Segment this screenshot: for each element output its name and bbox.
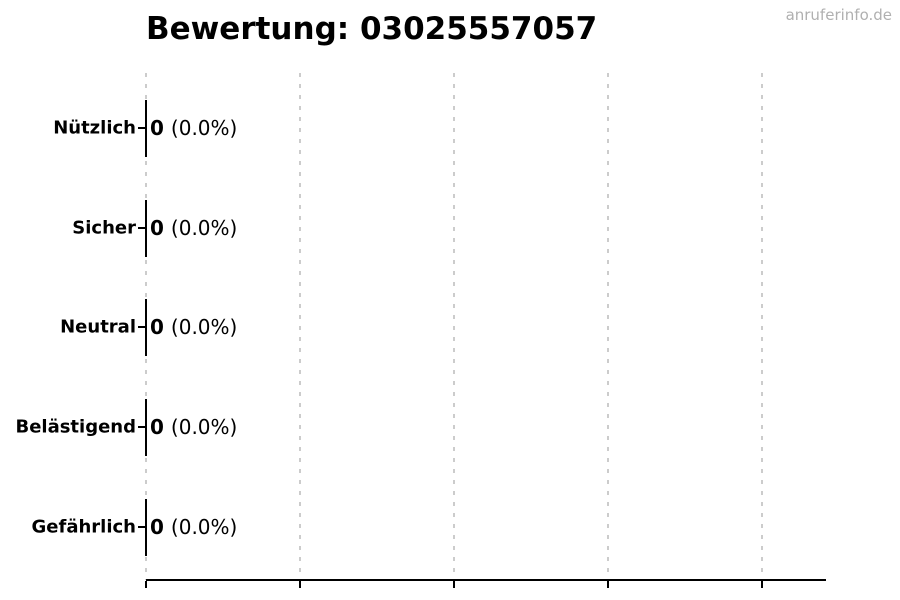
y-axis-tick: [138, 227, 145, 229]
bar: [145, 399, 147, 456]
value-percent: (0.0%): [170, 216, 238, 240]
value-percent: (0.0%): [170, 315, 238, 339]
x-axis-tick: [761, 581, 764, 588]
x-gridline: [453, 73, 456, 580]
bar: [145, 499, 147, 556]
value-count: 0: [150, 515, 164, 539]
value-percent: (0.0%): [170, 515, 238, 539]
value-count: 0: [150, 116, 164, 140]
bar-value-label: 0 (0.0%): [150, 116, 237, 140]
x-gridline: [299, 73, 302, 580]
bar-value-label: 0 (0.0%): [150, 415, 237, 439]
bar-value-label: 0 (0.0%): [150, 515, 237, 539]
bar-value-label: 0 (0.0%): [150, 315, 237, 339]
value-count: 0: [150, 415, 164, 439]
x-gridline: [607, 73, 610, 580]
x-gridline: [761, 73, 764, 580]
value-percent: (0.0%): [170, 116, 238, 140]
watermark: anruferinfo.de: [785, 6, 892, 24]
bar-value-label: 0 (0.0%): [150, 216, 237, 240]
plot-area: [145, 73, 824, 580]
bar: [145, 299, 147, 356]
category-label: Nützlich: [53, 117, 136, 139]
bar: [145, 200, 147, 257]
y-axis-tick: [138, 326, 145, 328]
x-axis-tick: [299, 581, 302, 588]
y-axis-tick: [138, 426, 145, 428]
chart-title: Bewertung: 03025557057: [146, 11, 598, 47]
bar: [145, 100, 147, 157]
value-percent: (0.0%): [170, 415, 238, 439]
y-axis-tick: [138, 127, 145, 129]
x-axis-line: [146, 579, 826, 581]
value-count: 0: [150, 216, 164, 240]
category-label: Gefährlich: [31, 516, 136, 538]
x-axis-tick: [607, 581, 610, 588]
x-axis-tick: [145, 581, 147, 588]
category-label: Belästigend: [15, 416, 136, 438]
value-count: 0: [150, 315, 164, 339]
category-label: Neutral: [60, 316, 136, 338]
y-axis-tick: [138, 526, 145, 528]
x-axis-tick: [453, 581, 456, 588]
category-label: Sicher: [72, 217, 136, 239]
